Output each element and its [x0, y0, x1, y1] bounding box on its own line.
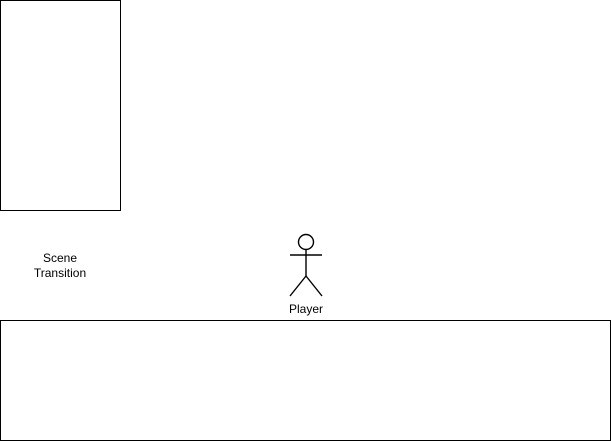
scene-transition-label-line-2: Transition	[33, 266, 87, 280]
scene-transition-label: Scene Transition	[10, 251, 110, 281]
actor-head	[297, 233, 315, 251]
player-actor-icon[interactable]	[289, 233, 323, 297]
scene-transition-label-line-1: Scene	[42, 251, 78, 265]
player-label: Player	[288, 302, 323, 316]
actor-right-leg	[305, 275, 323, 297]
ground-rectangle[interactable]	[0, 320, 611, 441]
actor-left-leg	[289, 275, 307, 297]
scene-transition-rectangle[interactable]	[0, 0, 121, 211]
